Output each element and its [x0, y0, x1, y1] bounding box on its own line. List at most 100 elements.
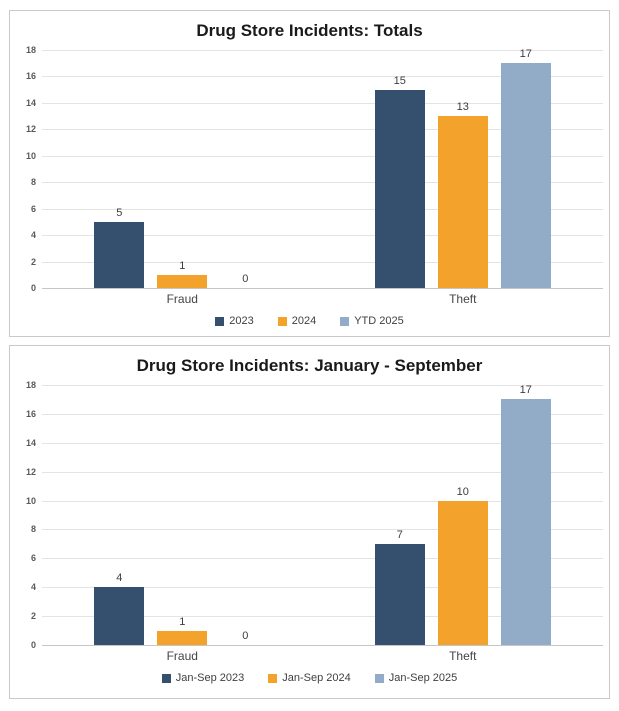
gridline — [42, 616, 603, 618]
gridline — [42, 500, 603, 502]
y-tick-label: 12 — [25, 466, 36, 477]
bar-slot: 13 — [437, 50, 488, 288]
chart-title: Drug Store Incidents: January - Septembe… — [136, 356, 483, 375]
y-tick-label: 0 — [30, 640, 36, 650]
bar-group-theft: 15 13 17 — [323, 48, 604, 288]
y-tick-label: 16 — [25, 408, 36, 419]
gridline — [42, 645, 603, 646]
category-label: Fraud — [166, 292, 198, 306]
legend-marker — [161, 673, 171, 683]
legend-label: Jan-Sep 2023 — [175, 672, 245, 684]
bar-value-label: 5 — [116, 206, 123, 219]
gridline — [42, 235, 603, 237]
plot-row: 18 16 14 12 10 8 6 4 2 0 4 1 0 7 10 17 — [18, 380, 604, 650]
plot-area: 5 1 0 15 13 17 — [42, 48, 604, 289]
gridline — [42, 50, 603, 51]
gridline — [42, 155, 603, 157]
y-tick-label: 10 — [25, 150, 36, 161]
bar-value-label: 0 — [242, 273, 249, 285]
y-tick-label: 2 — [30, 256, 36, 267]
bar-value-label: 4 — [116, 572, 123, 585]
bar — [94, 221, 145, 288]
bar-value-label: 10 — [456, 485, 469, 498]
legend-marker — [268, 673, 278, 683]
legend-label: Jan-Sep 2025 — [388, 672, 458, 684]
bar-value-label: 0 — [242, 630, 249, 642]
legend-label: Jan-Sep 2024 — [282, 672, 351, 684]
y-tick-label: 14 — [25, 437, 36, 448]
bar-group-fraud: 4 1 0 — [42, 385, 323, 645]
legend-item: 2023 — [215, 315, 254, 327]
y-tick-label: 4 — [30, 230, 36, 241]
gridline — [42, 587, 603, 589]
gridline — [42, 529, 603, 531]
legend-item: Jan-Sep 2023 — [161, 672, 245, 684]
bar — [157, 274, 208, 288]
category-label: Theft — [449, 649, 477, 663]
y-tick-label: 8 — [30, 177, 36, 188]
bar — [437, 500, 488, 645]
y-tick-label: 6 — [30, 203, 36, 214]
legend: 2023 2024 YTD 2025 — [10, 315, 609, 327]
bar-value-label: 1 — [179, 615, 186, 628]
bar-slot: 10 — [437, 385, 488, 645]
bar-group-fraud: 5 1 0 — [42, 50, 323, 288]
y-tick-label: 16 — [25, 71, 36, 82]
y-tick-label: 12 — [25, 124, 36, 135]
bar-slot: 4 — [94, 385, 145, 645]
bar-groups: 5 1 0 15 13 17 — [42, 48, 604, 288]
chart-panel-totals: Drug Store Incidents: Totals 18 16 14 12 10 8… — [9, 10, 610, 337]
bar-slot: 15 — [374, 50, 425, 288]
gridline — [42, 471, 603, 473]
legend-item: 2024 — [277, 315, 317, 327]
legend-label: 2023 — [229, 315, 254, 327]
category-axis: Fraud Theft — [42, 292, 603, 306]
gridline — [42, 261, 603, 263]
category-label: Fraud — [166, 649, 198, 663]
bar-value-label: 1 — [179, 259, 186, 272]
plot-row: 18 16 14 12 10 8 6 4 2 0 5 1 0 15 13 17 — [18, 45, 604, 293]
bar-groups: 4 1 0 7 10 17 — [42, 384, 604, 645]
report-page: Drug Store Incidents: Totals 18 16 14 12 10 8… — [0, 10, 619, 711]
bar-slot: 1 — [157, 50, 208, 288]
bar — [437, 116, 488, 288]
bar-value-label: 17 — [519, 48, 532, 61]
legend: Jan-Sep 2023 Jan-Sep 2024 Jan-Sep 2025 — [10, 672, 609, 684]
gridline — [42, 208, 603, 210]
bar — [500, 399, 551, 645]
bar-group-theft: 7 10 17 — [323, 384, 604, 645]
bar-value-label: 17 — [519, 384, 532, 397]
plot-area: 4 1 0 7 10 17 — [42, 384, 604, 646]
bar-slot: 7 — [374, 385, 425, 645]
gridline — [42, 76, 603, 78]
legend-item: Jan-Sep 2025 — [374, 672, 458, 684]
category-axis: Fraud Theft — [42, 649, 603, 663]
bar — [157, 630, 208, 645]
legend-label: 2024 — [291, 315, 317, 327]
chart-panel-jan-sep: Drug Store Incidents: January - Septembe… — [9, 345, 610, 699]
category-label: Theft — [449, 292, 477, 306]
bar-value-label: 15 — [393, 74, 406, 87]
legend-marker — [374, 673, 384, 683]
legend-label: YTD 2025 — [354, 315, 404, 327]
gridline — [42, 442, 603, 444]
gridline — [42, 288, 603, 289]
bar-slot: 1 — [157, 385, 208, 645]
gridline — [42, 102, 603, 104]
bar-value-label: 13 — [456, 101, 469, 114]
legend-marker — [340, 316, 350, 326]
bar-slot: 5 — [94, 50, 145, 288]
bar-slot: 17 — [500, 48, 551, 288]
y-tick-label: 14 — [25, 97, 36, 108]
chart-title: Drug Store Incidents: Totals — [196, 21, 423, 40]
y-tick-label: 2 — [30, 611, 36, 622]
y-tick-label: 0 — [30, 283, 36, 293]
legend-item: YTD 2025 — [340, 315, 404, 327]
gridline — [42, 558, 603, 560]
legend-item: Jan-Sep 2024 — [268, 672, 351, 684]
gridline — [42, 413, 603, 415]
y-tick-label: 10 — [25, 495, 36, 506]
legend-marker — [277, 316, 287, 326]
bar-slot: 0 — [220, 385, 270, 645]
y-tick-label: 4 — [30, 582, 36, 593]
